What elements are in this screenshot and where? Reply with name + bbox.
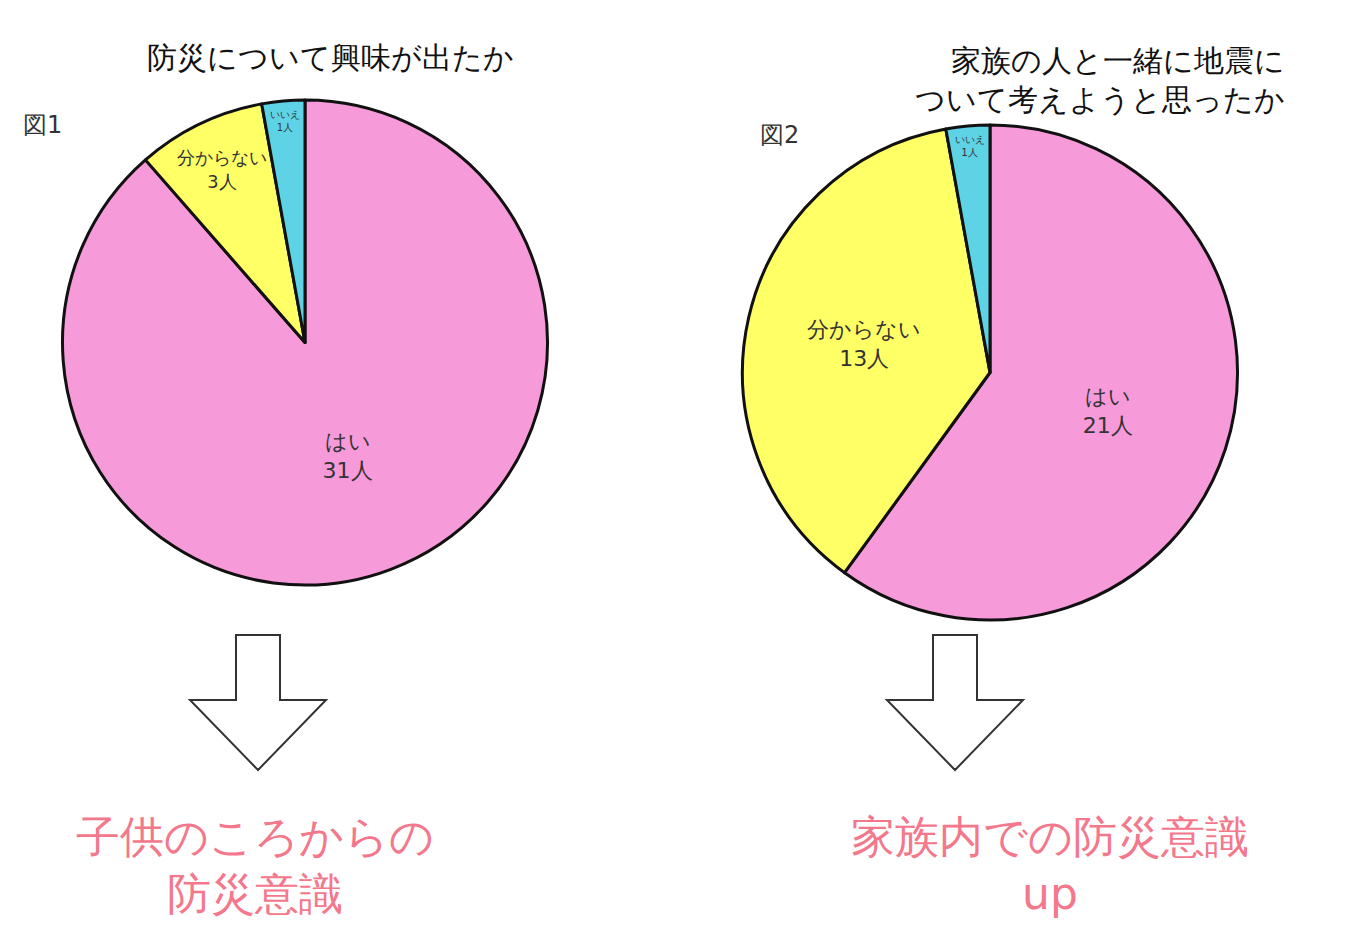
svg-text:いいえ1人: いいえ1人 [270,109,300,133]
svg-text:はい21人: はい21人 [1083,384,1133,438]
svg-text:図1: 図1 [23,111,62,139]
svg-text:図2: 図2 [760,121,799,149]
svg-text:いいえ1人: いいえ1人 [955,133,985,158]
svg-text:分からない3人: 分からない3人 [177,147,267,191]
svg-text:家族の人と一緒に地震について考えようと思ったか: 家族の人と一緒に地震について考えようと思ったか [915,43,1285,117]
svg-text:はい31人: はい31人 [323,429,373,483]
svg-text:防災について興味が出たか: 防災について興味が出たか [147,40,514,75]
svg-text:分からない13人: 分からない13人 [807,317,921,371]
svg-text:子供のころからの防災意識: 子供のころからの防災意識 [76,811,434,919]
svg-text:家族内での防災意識up: 家族内での防災意識up [851,811,1249,919]
